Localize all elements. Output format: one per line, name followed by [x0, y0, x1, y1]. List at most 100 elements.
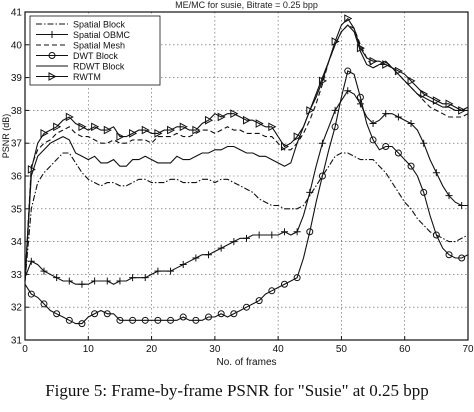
data-point — [205, 251, 213, 259]
data-point — [205, 313, 213, 321]
data-point — [458, 202, 466, 210]
data-point — [394, 113, 402, 121]
data-point — [255, 119, 264, 128]
psnr-line-chart: ME/MC for susie, Bitrate = 0.25 bpp 0 10 20… — [1, 0, 474, 368]
legend-box — [29, 15, 161, 86]
data-point — [318, 76, 327, 86]
y-tick-label: 37 — [11, 139, 23, 150]
data-point — [420, 89, 429, 99]
data-point — [27, 165, 36, 174]
data-point — [91, 277, 99, 285]
y-tick-label: 31 — [11, 336, 23, 347]
series-rdwt-block — [24, 24, 469, 282]
data-point — [318, 139, 326, 147]
data-point — [407, 120, 415, 128]
data-point — [40, 267, 48, 275]
data-point — [129, 129, 138, 138]
data-point — [420, 188, 428, 196]
x-tick-label: 60 — [399, 344, 411, 355]
data-point — [179, 261, 187, 269]
data-point — [280, 280, 288, 288]
data-point — [306, 228, 314, 236]
data-point — [293, 132, 302, 141]
data-point — [205, 115, 214, 125]
data-point — [91, 122, 100, 132]
data-point — [230, 238, 238, 246]
data-point — [116, 132, 125, 141]
data-point — [116, 316, 124, 324]
y-axis-label: PSNR (dB) — [1, 114, 11, 159]
data-point — [179, 122, 188, 132]
data-point — [65, 112, 74, 122]
data-point — [331, 37, 340, 46]
data-point — [53, 122, 62, 132]
y-tick-label: 39 — [11, 73, 23, 84]
data-point — [458, 106, 467, 115]
data-point — [243, 234, 250, 242]
series-spatial-obmc — [24, 87, 468, 288]
data-point — [331, 123, 339, 131]
legend-label: RWTM — [73, 72, 101, 82]
data-point — [356, 43, 365, 53]
data-point — [103, 125, 112, 135]
data-point — [369, 136, 377, 144]
legend-label: RDWT Block — [73, 61, 125, 71]
data-point — [230, 310, 238, 318]
data-point — [116, 277, 124, 285]
data-point — [318, 172, 326, 180]
data-point — [369, 56, 378, 66]
data-point — [217, 112, 226, 122]
series-line — [24, 70, 469, 325]
chart-title: ME/MC for susie, Bitrate = 0.25 bpp — [175, 0, 318, 10]
data-point — [154, 129, 163, 138]
data-point — [255, 231, 263, 239]
y-tick-label: 35 — [11, 204, 23, 215]
data-point — [306, 106, 315, 115]
data-point — [179, 313, 187, 321]
data-point — [344, 67, 352, 75]
data-point — [129, 316, 137, 324]
data-point — [394, 66, 403, 76]
data-point — [445, 251, 453, 259]
data-point — [356, 93, 364, 101]
x-tick-label: 40 — [273, 344, 285, 355]
series-rwtm — [24, 14, 468, 282]
data-point — [78, 122, 87, 132]
data-point — [407, 76, 416, 86]
y-tick-label: 41 — [11, 8, 23, 19]
data-point — [306, 188, 314, 196]
data-point — [27, 257, 35, 265]
data-point — [217, 310, 225, 318]
data-point — [432, 96, 441, 105]
legend-label: DWT Block — [73, 51, 118, 61]
data-point — [53, 274, 61, 282]
data-point — [217, 244, 225, 252]
data-point — [445, 99, 454, 109]
y-tick-label: 40 — [11, 40, 23, 51]
x-tick-label: 10 — [83, 344, 95, 355]
legend-label: Spatial OBMC — [73, 30, 131, 40]
data-point — [268, 287, 276, 295]
data-point — [48, 52, 56, 59]
series-dwt-block — [24, 67, 469, 328]
data-point — [40, 129, 49, 138]
y-tick-label: 34 — [11, 237, 23, 248]
y-tick-label: 38 — [11, 106, 23, 117]
data-point — [65, 316, 73, 324]
data-point — [48, 31, 56, 38]
data-point — [331, 106, 339, 114]
data-point — [243, 303, 250, 311]
data-point — [356, 100, 364, 108]
data-point — [243, 115, 252, 125]
data-point — [268, 231, 276, 239]
y-tick-label: 32 — [11, 303, 23, 314]
data-point — [192, 254, 200, 262]
y-tick-label: 36 — [11, 172, 23, 183]
x-tick-label: 50 — [336, 344, 348, 355]
data-point — [78, 320, 86, 328]
x-tick-label: 30 — [209, 344, 221, 355]
data-point — [65, 277, 73, 285]
data-point — [27, 290, 35, 298]
data-point — [91, 310, 99, 318]
data-point — [382, 60, 391, 69]
